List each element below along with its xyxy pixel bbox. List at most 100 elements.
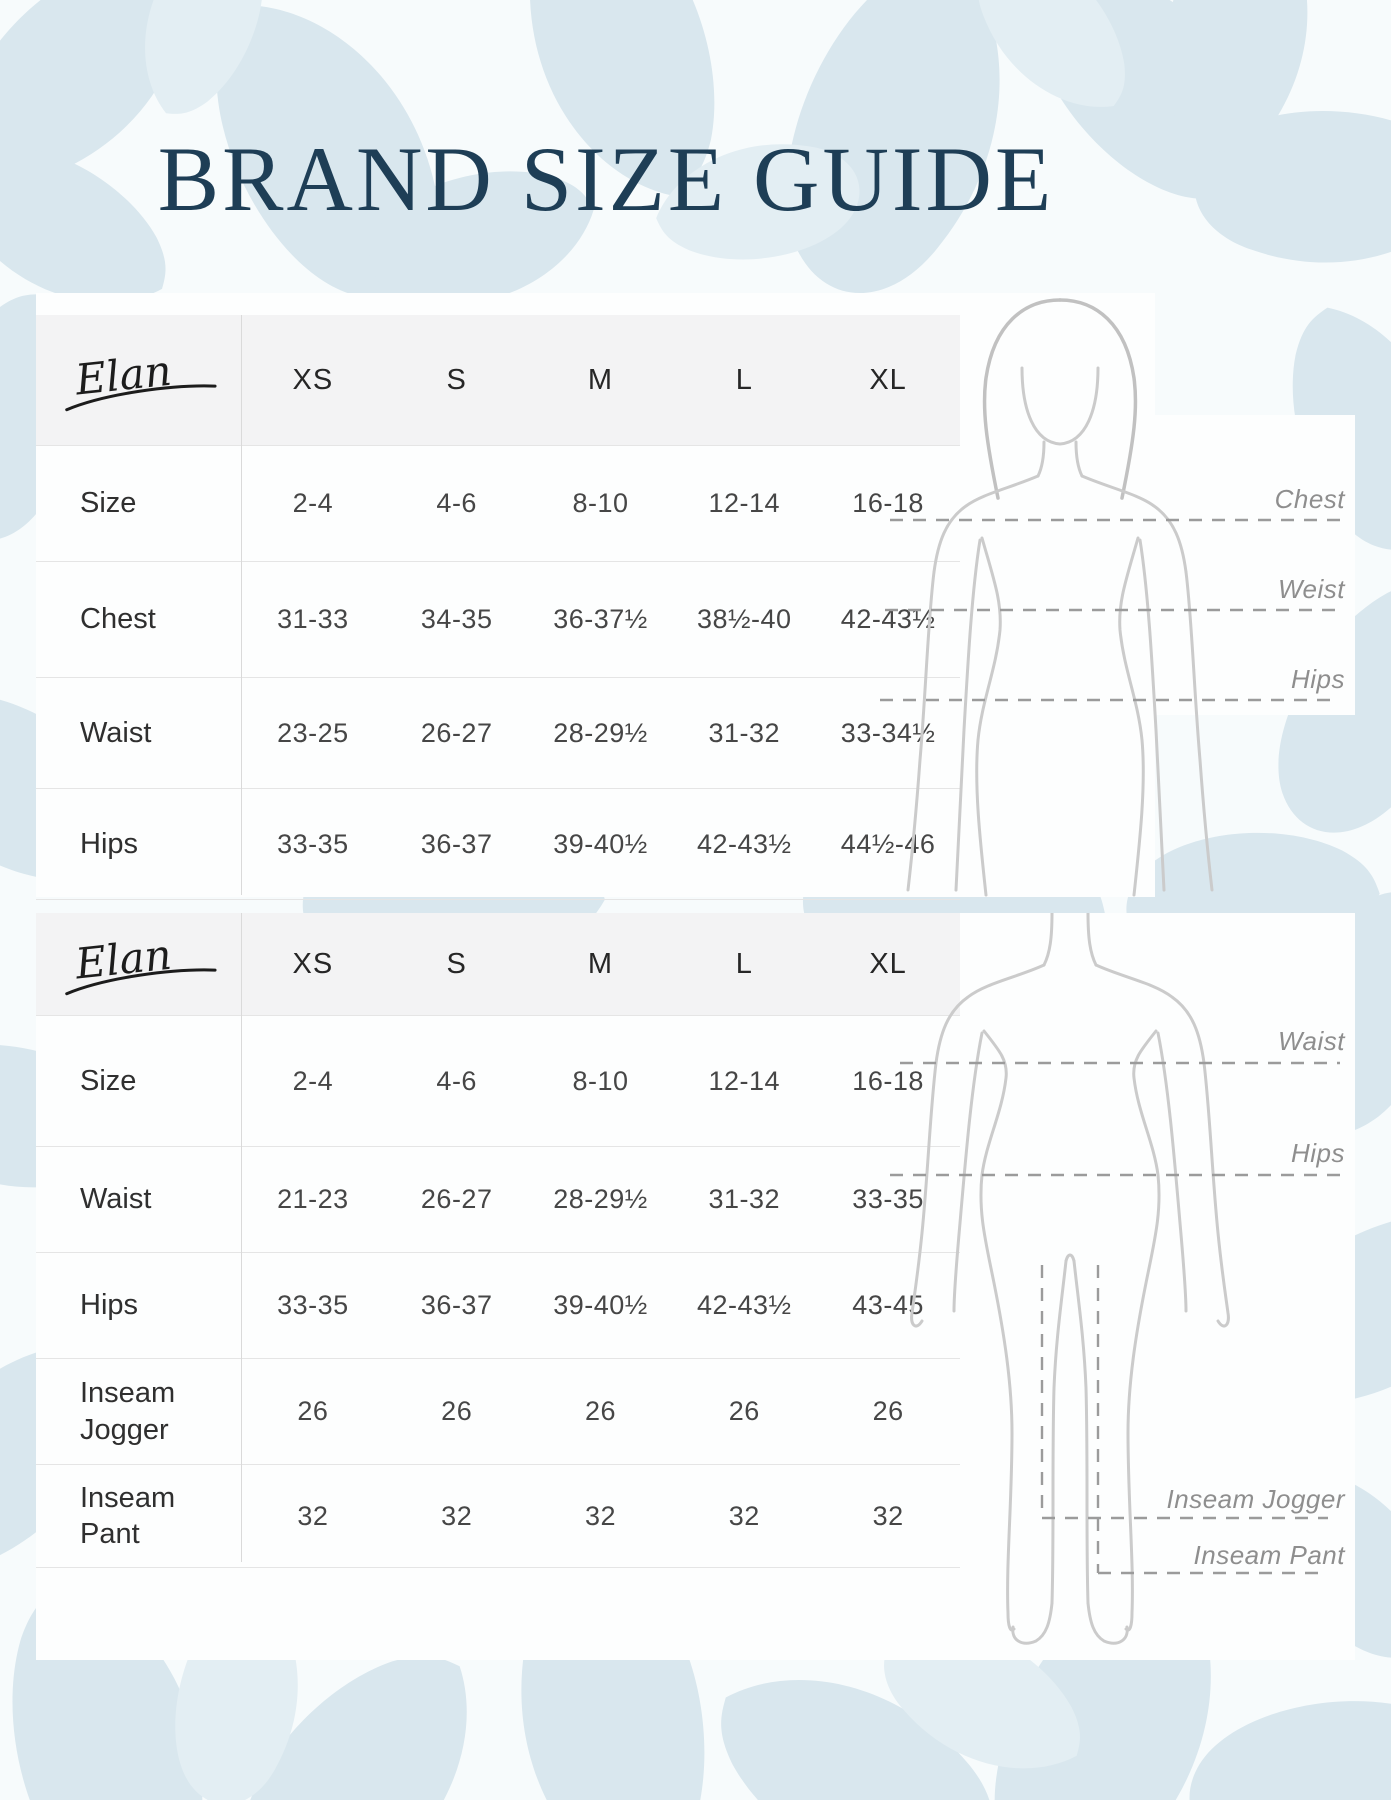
- figure-label-hips-bottom: Hips: [1290, 1138, 1345, 1168]
- arm-outer-left: [910, 1061, 938, 1328]
- size-cell: 33-35: [852, 1184, 924, 1214]
- table-header-row: Elan XS S M L XL: [36, 315, 960, 446]
- figure-label-weist: Weist: [1277, 574, 1345, 604]
- size-cell: 4-6: [436, 1065, 477, 1096]
- crotch-curve: [1064, 1253, 1076, 1263]
- torso-leg-outer-right: [1124, 1029, 1161, 1632]
- leg-inner-left: [1050, 1259, 1068, 1605]
- column-header-xl: XL: [869, 363, 907, 396]
- size-cell: 26: [297, 1396, 329, 1426]
- shoulder-right: [1080, 474, 1188, 574]
- size-cell: 12-14: [708, 1065, 781, 1096]
- arm-inner-right: [1138, 538, 1166, 892]
- size-cell: 31-32: [708, 717, 781, 748]
- size-cell: 32: [728, 1500, 760, 1531]
- table-row: Hips 33-35 36-37 39-40½ 42-43½ 44½-46: [36, 789, 960, 900]
- neck-left: [1036, 440, 1046, 478]
- column-header-l: L: [735, 363, 753, 396]
- size-cell: 34-35: [420, 604, 493, 634]
- row-label: Inseam Pant: [80, 1481, 176, 1550]
- arm-outer-left: [906, 570, 936, 892]
- row-label: Size: [80, 487, 137, 520]
- size-cell: 16-18: [852, 1065, 924, 1096]
- size-cell: 33-35: [277, 1290, 349, 1320]
- size-cell: 36-37½: [553, 604, 648, 634]
- figure-label-waist: Waist: [1277, 1026, 1345, 1056]
- shoulder-left: [934, 963, 1046, 1065]
- row-label: Hips: [80, 827, 139, 860]
- size-cell: 26: [584, 1396, 617, 1426]
- column-header-xl: XL: [869, 947, 907, 980]
- size-cell: 32: [584, 1500, 617, 1531]
- size-cell: 8-10: [572, 1065, 629, 1096]
- arm-inner-left: [954, 538, 982, 892]
- column-header-xs: XS: [292, 363, 334, 396]
- size-cell: 21-23: [277, 1184, 349, 1214]
- size-cell: 42-43½: [697, 1290, 792, 1320]
- size-cell: 36-37: [420, 1290, 493, 1320]
- size-cell: 4-6: [436, 488, 477, 518]
- size-cell: 26: [441, 1396, 473, 1426]
- arm-inner-left: [952, 1031, 984, 1313]
- neck-left: [1042, 913, 1054, 967]
- table-row: Inseam Jogger 26 26 26 26 26: [36, 1359, 960, 1465]
- row-label: Waist: [80, 1183, 152, 1216]
- size-cell: 39-40½: [553, 1290, 648, 1320]
- signature-underline: [64, 968, 217, 996]
- size-cell: 32: [441, 1500, 473, 1531]
- arm-inner-right: [1156, 1031, 1188, 1313]
- arm-outer-right: [1202, 1061, 1230, 1328]
- column-header-m: M: [587, 363, 614, 396]
- size-cell: 42-43½: [697, 828, 792, 859]
- content-panel-bottom: [36, 913, 1355, 1660]
- table-row: Inseam Pant 32 32 32 32 32: [36, 1465, 960, 1568]
- column-header-m: M: [587, 947, 614, 980]
- signature-underline: [64, 384, 217, 412]
- brand-name-text: Elan: [72, 346, 174, 405]
- figure-label-inseam-pant: Inseam Pant: [1193, 1540, 1345, 1570]
- size-cell: 32: [297, 1500, 329, 1531]
- size-cell: 26-27: [420, 717, 493, 748]
- arm-outer-right: [1184, 570, 1214, 892]
- table-row: Waist 21-23 26-27 28-29½ 31-32 33-35: [36, 1147, 960, 1253]
- column-header-xs: XS: [292, 947, 334, 980]
- content-panel-top-label-area: [1155, 415, 1355, 715]
- size-cell: 2-4: [292, 488, 334, 518]
- foot-right: [1086, 1601, 1129, 1645]
- row-label: Waist: [80, 716, 152, 749]
- size-cell: 36-37: [420, 828, 493, 859]
- table-row: Size 2-4 4-6 8-10 12-14 16-18: [36, 1016, 960, 1147]
- size-cell: 39-40½: [553, 828, 648, 859]
- size-cell: 2-4: [292, 1065, 334, 1096]
- neck-right: [1086, 913, 1098, 967]
- size-cell: 28-29½: [553, 717, 648, 748]
- row-label: Size: [80, 1064, 137, 1097]
- size-cell: 23-25: [277, 717, 349, 748]
- size-cell: 33-35: [277, 828, 349, 859]
- size-cell: 32: [872, 1500, 904, 1531]
- size-table-bottoms: Elan XS S M L XL Size 2-4 4-6 8-10 12-14…: [36, 913, 960, 1568]
- size-cell: 26: [728, 1396, 760, 1426]
- table-row: Waist 23-25 26-27 28-29½ 31-32 33-34½: [36, 678, 960, 789]
- size-cell: 12-14: [708, 488, 781, 518]
- upper-body-silhouette: [880, 298, 1340, 897]
- row-label: Inseam Jogger: [80, 1377, 176, 1446]
- table-row: Hips 33-35 36-37 39-40½ 42-43½ 43-45: [36, 1253, 960, 1359]
- column-header-s: S: [446, 363, 467, 396]
- size-cell: 44½-46: [840, 828, 936, 859]
- size-cell: 8-10: [572, 488, 629, 518]
- brand-logo: Elan: [36, 338, 241, 422]
- column-header-s: S: [446, 947, 467, 980]
- size-cell: 26: [872, 1396, 904, 1426]
- leg-inner-right: [1072, 1259, 1090, 1605]
- table-header-row: Elan XS S M L XL: [36, 913, 960, 1016]
- size-cell: 33-34½: [840, 717, 936, 748]
- face-outline: [1020, 366, 1100, 446]
- foot-left: [1011, 1601, 1054, 1645]
- column-divider: [241, 315, 242, 895]
- neck-right: [1074, 440, 1084, 478]
- hair-right: [1058, 298, 1138, 500]
- figure-label-hips-top: Hips: [1290, 664, 1345, 694]
- brand-signature: Elan: [64, 930, 217, 996]
